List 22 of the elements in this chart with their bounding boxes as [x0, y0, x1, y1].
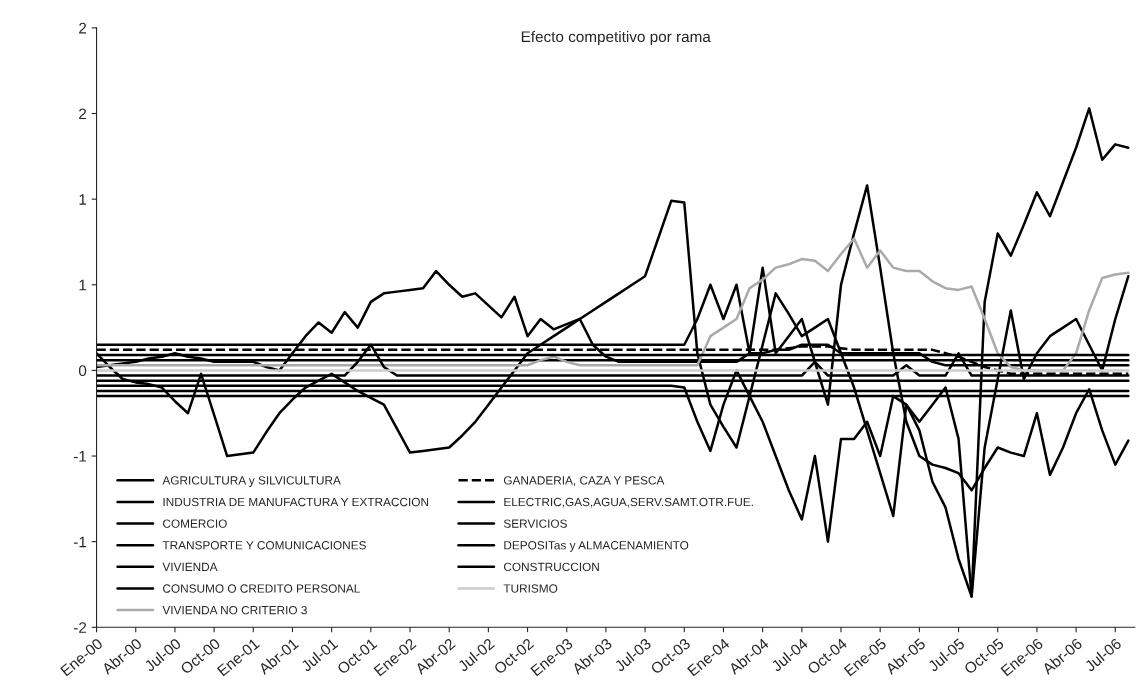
legend-label: INDUSTRIA DE MANUFACTURA Y EXTRACCION [163, 497, 429, 507]
y-tick-label: 1 [79, 194, 87, 205]
legend-label: CONSUMO O CREDITO PERSONAL [163, 584, 360, 593]
legend-label: SERVICIOS [503, 519, 567, 528]
legend-label: COMERCIO [163, 519, 227, 528]
y-tick-label: 2 [79, 108, 87, 120]
y-tick-label: 2 [79, 22, 87, 34]
y-tick-label: -1 [73, 451, 87, 462]
y-tick-label: 0 [78, 365, 87, 377]
legend-label: ELECTRIC,GAS,AGUA,SERV.SAMT.OTR.FUE. [504, 497, 753, 508]
legend-label: DEPOSITas y ALMACENAMIENTO [504, 541, 689, 552]
legend-label: GANADERIA, CAZA Y PESCA [503, 476, 665, 486]
chart-title: Efecto competitivo por rama [521, 30, 711, 46]
legend-label: AGRICULTURA y SILVICULTURA [162, 476, 341, 487]
legend-label: TURISMO [503, 584, 558, 593]
legend-label: VIVIENDA NO CRITERIO 3 [162, 605, 307, 615]
y-tick-label: -1 [73, 536, 87, 548]
y-tick-label: -2 [73, 622, 87, 633]
legend-label: CONSTRUCCION [503, 562, 599, 572]
legend-label: TRANSPORTE Y COMUNICACIONES [162, 541, 366, 550]
legend-label: VIVIENDA [162, 562, 218, 571]
y-tick-label: 1 [79, 279, 87, 291]
